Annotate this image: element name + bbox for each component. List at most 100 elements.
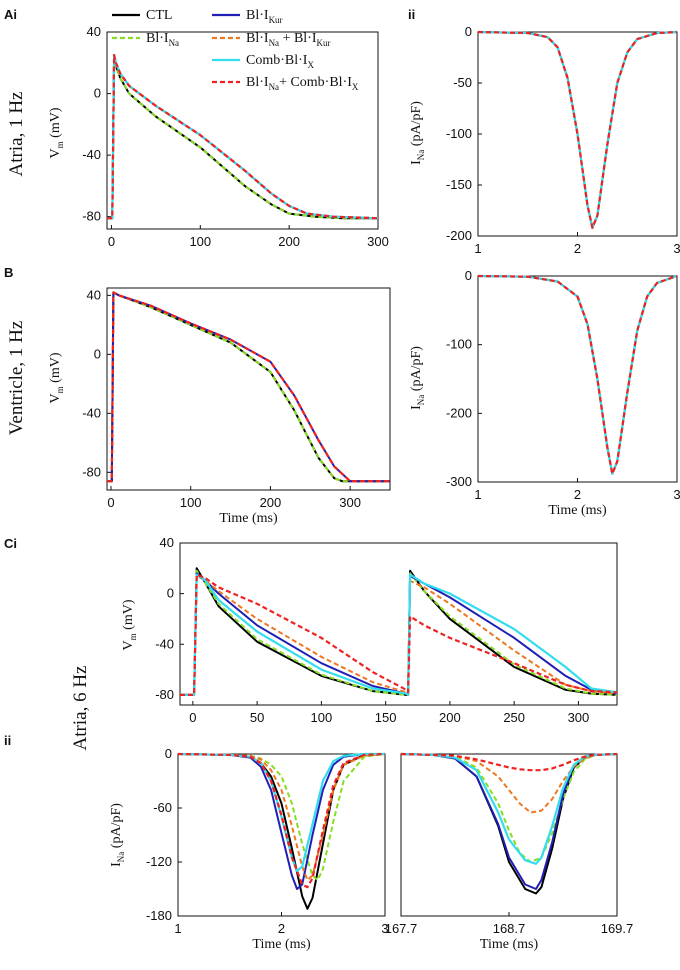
series-line-bl-ina-comb-bl-ix — [478, 30, 677, 229]
x-tick-label: 2 — [278, 921, 285, 936]
x-tick-label: 1 — [474, 487, 481, 502]
y-tick-label: -40 — [155, 636, 174, 651]
series-group — [178, 752, 385, 910]
series-line-ctl — [401, 753, 617, 895]
x-tick-label: 200 — [260, 495, 282, 510]
legend-label-ctl: CTL — [146, 8, 172, 23]
series-line-bl-ina-bl-ikur — [401, 753, 617, 814]
y-axis-label: Vm (mV) — [48, 352, 65, 403]
x-tick-label: 0 — [107, 495, 114, 510]
plot-frame — [477, 275, 678, 483]
x-tick-label: 0 — [189, 710, 196, 725]
x-tick-label: 0 — [108, 234, 115, 249]
series-group — [107, 291, 390, 483]
series-line-ctl — [107, 291, 390, 483]
x-tick-label: 1 — [174, 921, 181, 936]
y-tick-label: -50 — [453, 75, 472, 90]
x-tick-label: 168.7 — [493, 921, 526, 936]
panel-label-b: B — [4, 265, 13, 280]
series-group — [478, 30, 677, 229]
chart-ai: 0 100 200 300 -80 -40 0 40 Vm (mV) — [48, 24, 389, 249]
y-tick-label: 0 — [465, 24, 472, 39]
y-tick-label: -80 — [155, 687, 174, 702]
series-line-bl-ina-bl-ikur — [178, 753, 385, 881]
y-tick-label: 0 — [167, 586, 174, 601]
y-tick-label: -40 — [82, 405, 101, 420]
x-axis-label: Time (ms) — [480, 937, 539, 952]
y-tick-label: -300 — [446, 474, 472, 489]
y-tick-label: -40 — [82, 147, 101, 162]
x-tick-label: 50 — [250, 710, 264, 725]
row-label-atria-1hz: Atria, 1 Hz — [6, 92, 27, 177]
series-line-bl-ina-comb-bl-ix — [107, 54, 378, 220]
plot-frame — [179, 542, 618, 706]
legend-label-bl-ina: Bl·INa — [146, 31, 179, 48]
x-tick-label: 300 — [367, 234, 389, 249]
y-tick-label: -200 — [446, 405, 472, 420]
x-tick-label: 200 — [278, 234, 300, 249]
y-tick-label: 0 — [94, 86, 101, 101]
series-line-bl-ikur — [107, 291, 390, 483]
legend-label-bl-ina-comb-bl-ix: Bl·INa+ Comb·Bl·IX — [246, 75, 359, 92]
x-tick-label: 200 — [439, 710, 461, 725]
chart-cii-right: 167.7 168.7 169.7 Time (ms) — [385, 752, 633, 952]
series-line-bl-ikur — [180, 572, 617, 696]
panel-label-ii-bottom: ii — [4, 733, 11, 748]
x-tick-label: 100 — [189, 234, 211, 249]
x-tick-label: 3 — [381, 921, 388, 936]
y-tick-label: 0 — [465, 268, 472, 283]
series-line-bl-ina-bl-ikur — [107, 291, 390, 483]
y-axis-label: Vm (mV) — [121, 599, 138, 650]
x-tick-label: 2 — [574, 487, 581, 502]
x-tick-label: 100 — [180, 495, 202, 510]
series-line-bl-ina-bl-ikur — [180, 574, 617, 696]
y-tick-label: -60 — [153, 800, 172, 815]
y-tick-label: -150 — [446, 177, 472, 192]
series-line-comb-bl-ix — [401, 752, 617, 865]
series-line-comb-bl-ix — [180, 573, 617, 696]
row-label-atria-6hz: Atria, 6 Hz — [70, 666, 91, 751]
y-axis-label: INa (pA/pF) — [109, 803, 126, 867]
series-line-bl-ina-comb-bl-ix — [178, 752, 385, 889]
plot-frame — [106, 31, 379, 230]
y-tick-label: -180 — [146, 908, 172, 923]
chart-aii: 1 2 3 -200 -150 -100 -50 0 INa (pA/pF) — [409, 24, 680, 256]
y-tick-label: -80 — [82, 209, 101, 224]
x-axis-label: Time (ms) — [548, 503, 607, 518]
y-tick-label: 40 — [87, 287, 101, 302]
y-tick-label: -80 — [82, 464, 101, 479]
x-tick-label: 2 — [574, 241, 581, 256]
chart-bii: 1 2 3 -300 -200 -100 0 Time (ms) INa (pA/pF) — [409, 268, 680, 518]
panel-label-ai: Ai — [4, 7, 17, 22]
y-axis-label: INa (pA/pF) — [409, 346, 426, 410]
y-tick-label: 40 — [87, 24, 101, 39]
x-axis-label: Time (ms) — [252, 937, 311, 952]
series-line-ctl — [478, 275, 677, 475]
y-tick-label: -100 — [446, 337, 472, 352]
series-line-bl-ikur — [178, 753, 385, 890]
series-line-bl-ina-comb-bl-ix — [180, 573, 617, 696]
series-group — [107, 54, 378, 220]
legend-label-comb-bl-ix: Comb·Bl·IX — [246, 53, 314, 70]
series-line-bl-ikur — [401, 753, 617, 890]
x-tick-label: 150 — [375, 710, 397, 725]
y-tick-label: -200 — [446, 228, 472, 243]
panel-label-ci: Ci — [4, 536, 17, 551]
y-axis-label: INa (pA/pF) — [409, 101, 426, 165]
x-tick-label: 100 — [311, 710, 333, 725]
legend-label-bl-ina-bl-ikur: Bl·INa + Bl·IKur — [246, 31, 331, 48]
x-tick-label: 250 — [503, 710, 525, 725]
chart-b: 0 100 200 300 -80 -40 0 40 Time (ms) Vm (mV) — [48, 287, 391, 526]
plot-frame — [106, 287, 391, 491]
series-group — [478, 274, 677, 475]
legend: CTL Bl·IKur Bl·INa Bl·INa + Bl·IKur Comb·Bl·… — [112, 8, 359, 92]
series-line-bl-ina-comb-bl-ix — [401, 752, 617, 772]
row-label-ventricle-1hz: Ventricle, 1 Hz — [6, 321, 27, 435]
series-line-bl-ina — [107, 291, 390, 483]
chart-cii-left: 1 2 3 -180 -120 -60 0 Time (ms) INa (pA/pF) — [109, 746, 389, 952]
series-group — [401, 752, 617, 895]
series-line-bl-ina-comb-bl-ix — [478, 274, 677, 475]
legend-label-bl-ikur: Bl·IKur — [246, 8, 283, 25]
